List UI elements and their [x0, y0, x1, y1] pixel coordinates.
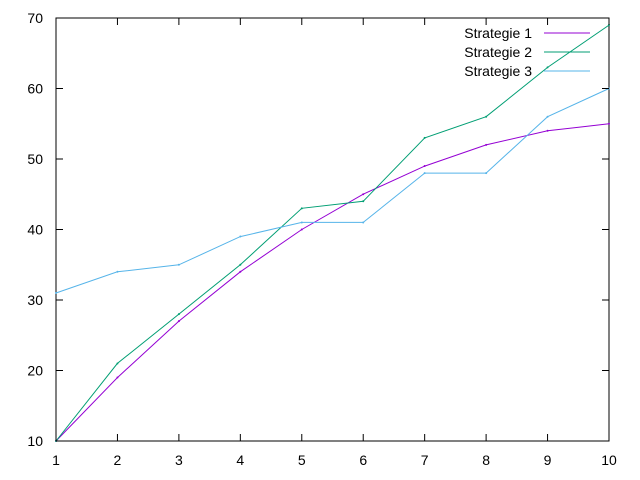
legend-label: Strategie 1 — [464, 25, 532, 41]
y-tick-label: 70 — [27, 10, 43, 26]
y-tick-label: 60 — [27, 81, 43, 97]
data-point — [116, 270, 119, 273]
y-tick-label: 20 — [27, 363, 43, 379]
data-point — [177, 263, 180, 266]
legend: Strategie 1 Strategie 2 Strategie 3 — [464, 25, 590, 79]
x-tick-label: 7 — [421, 452, 429, 468]
data-point — [608, 122, 610, 125]
data-point — [239, 235, 242, 238]
legend-label: Strategie 2 — [464, 44, 532, 60]
data-point — [362, 200, 365, 203]
plot-frame — [55, 17, 610, 442]
data-point — [116, 376, 119, 379]
data-point — [300, 221, 303, 224]
data-point — [423, 165, 426, 168]
data-point — [239, 263, 242, 266]
data-point — [546, 115, 549, 118]
x-tick-label: 4 — [236, 452, 244, 468]
series-line-2 — [55, 24, 610, 442]
x-tick-label: 3 — [175, 452, 183, 468]
data-point — [300, 207, 303, 210]
data-point — [362, 193, 365, 196]
plot-area — [55, 17, 610, 442]
x-tick-label: 2 — [114, 452, 122, 468]
data-point — [546, 129, 549, 132]
data-point — [362, 221, 365, 224]
data-point — [423, 172, 426, 175]
series-line-3 — [55, 88, 610, 294]
data-point — [485, 172, 488, 175]
x-tick-label: 9 — [544, 452, 552, 468]
y-tick-label: 50 — [27, 151, 43, 167]
data-point — [423, 136, 426, 139]
x-tick-label: 5 — [298, 452, 306, 468]
legend-label: Strategie 3 — [464, 63, 532, 79]
data-point — [546, 66, 549, 69]
series-line-1 — [55, 123, 610, 442]
data-point — [177, 320, 180, 323]
data-point — [485, 143, 488, 146]
data-point — [239, 270, 242, 273]
data-point — [300, 228, 303, 231]
x-tick-label: 8 — [482, 452, 490, 468]
x-tick-label: 6 — [359, 452, 367, 468]
y-tick-label: 10 — [27, 433, 43, 449]
x-tick-label: 1 — [52, 452, 60, 468]
series-group — [55, 24, 610, 442]
y-tick-label: 30 — [27, 292, 43, 308]
data-point — [55, 291, 57, 294]
axes: 10 20 30 40 50 60 70 1 2 3 4 5 6 7 8 9 10 — [27, 10, 617, 468]
data-point — [177, 313, 180, 316]
y-tick-label: 40 — [27, 222, 43, 238]
data-point — [485, 115, 488, 118]
data-point — [116, 362, 119, 365]
x-tick-label: 10 — [601, 452, 617, 468]
